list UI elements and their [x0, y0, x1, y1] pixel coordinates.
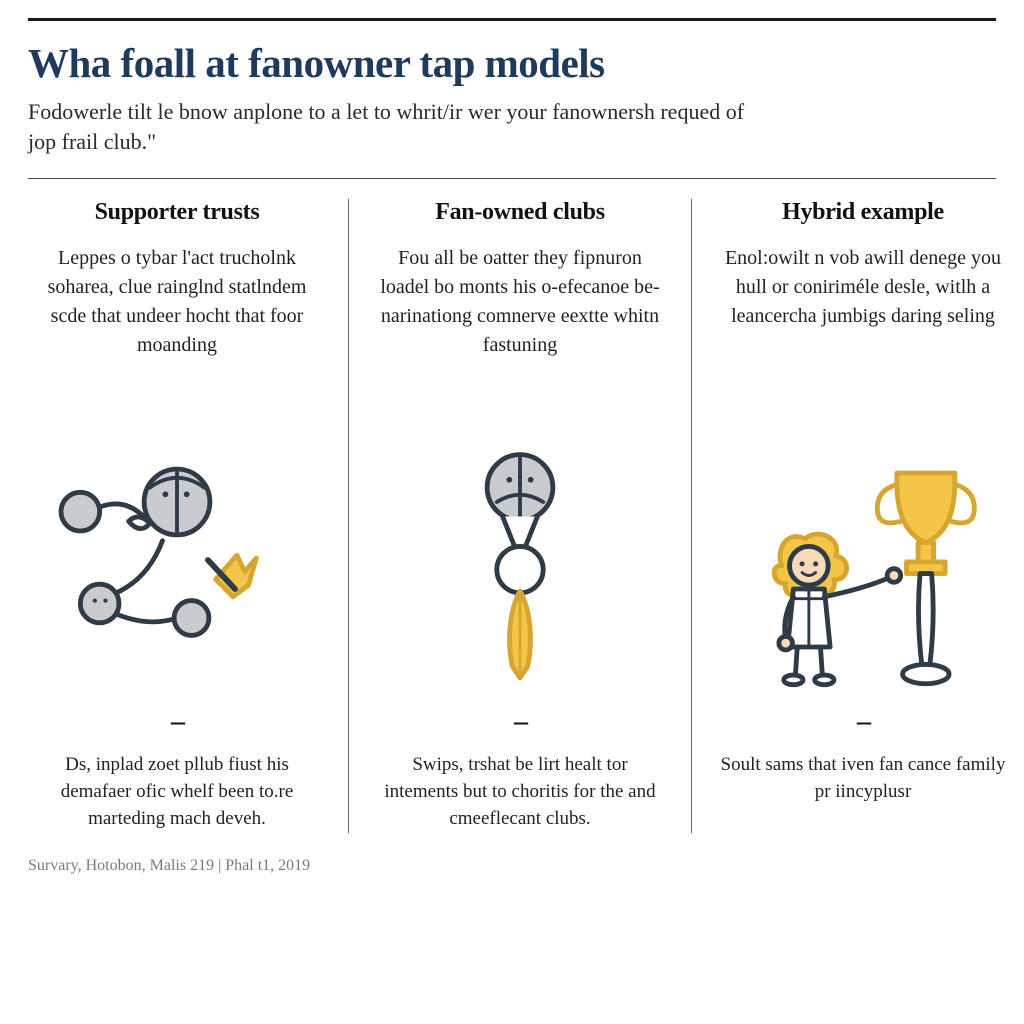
columns-container: Supporter trusts Leppes o tybar l'act tr…	[28, 199, 996, 833]
dash-separator: –	[514, 706, 526, 738]
column-footer: Ds, inplad zoet pllub fiust his demafaer…	[32, 752, 322, 833]
column-title: Fan-owned clubs	[435, 199, 605, 226]
column-footer: Swips, trshat be lirt healt tor intement…	[375, 752, 665, 833]
column-title: Hybrid example	[782, 199, 944, 226]
illustration-chain	[32, 430, 322, 690]
subhead: Fodowerle tilt le bnow anplone to a let …	[28, 97, 768, 156]
column-footer: Soult sams that iven fan cance family pr…	[718, 752, 1008, 806]
column-body: Leppes o tybar l'act trucholnk soharea, …	[32, 244, 322, 414]
headline: Wha foall at fanowner tap models	[28, 39, 996, 87]
illustration-medal-rattle	[375, 430, 665, 690]
top-rule	[28, 18, 996, 21]
column-body: Enol:owilt n vob awill denege you hull o…	[718, 244, 1008, 414]
column-body: Fou all be oatter they fipnuron loadel b…	[375, 244, 665, 414]
illustration-child-trophy	[718, 430, 1008, 690]
column-fan-owned-clubs: Fan-owned clubs Fou all be oatter they f…	[348, 199, 691, 833]
mid-rule	[28, 178, 996, 179]
source-line: Survary, Hotobon, Malis 219 | Phal t1, 2…	[28, 857, 996, 875]
dash-separator: –	[171, 706, 183, 738]
dash-separator: –	[857, 706, 869, 738]
column-supporter-trusts: Supporter trusts Leppes o tybar l'act tr…	[28, 199, 348, 833]
column-hybrid-example: Hybrid example Enol:owilt n vob awill de…	[691, 199, 1012, 833]
column-title: Supporter trusts	[95, 199, 260, 226]
